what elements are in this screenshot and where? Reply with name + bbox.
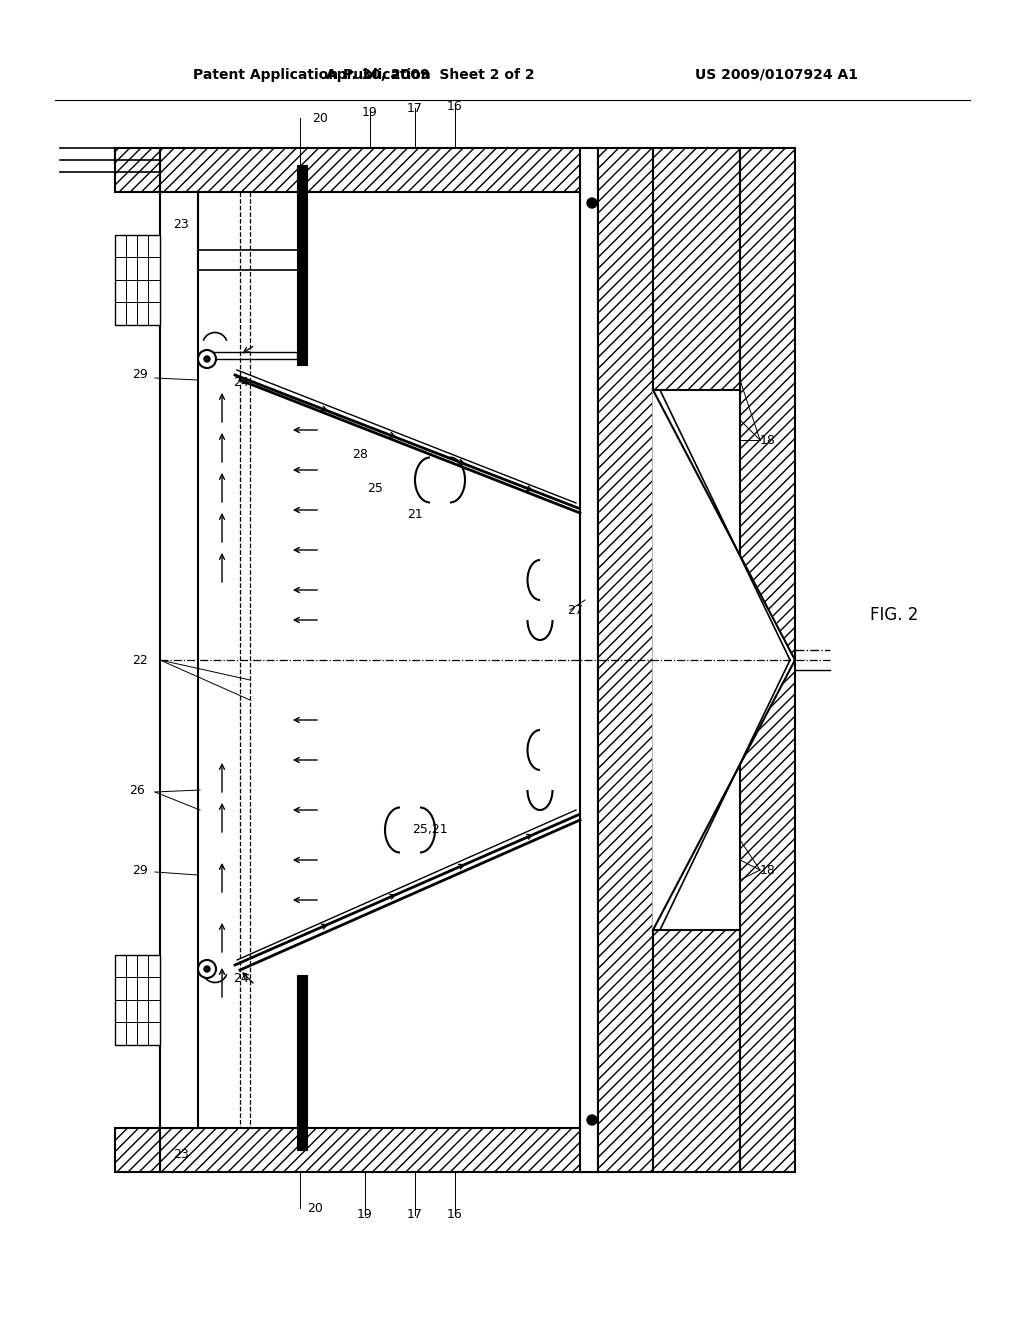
- Text: 24: 24: [233, 972, 249, 985]
- Text: 29: 29: [132, 368, 148, 381]
- Text: 27: 27: [567, 603, 583, 616]
- Text: 25: 25: [367, 482, 383, 495]
- Bar: [115, 1129, 160, 1172]
- Bar: [160, 148, 598, 191]
- Text: 23: 23: [173, 1148, 188, 1162]
- Text: 16: 16: [447, 100, 463, 114]
- Bar: [160, 191, 198, 1129]
- Text: 17: 17: [408, 102, 423, 115]
- Text: 16: 16: [447, 1209, 463, 1221]
- Text: 21: 21: [408, 508, 423, 521]
- Bar: [115, 954, 160, 1045]
- Text: 23: 23: [173, 219, 188, 231]
- Circle shape: [198, 960, 216, 978]
- Text: 18: 18: [760, 863, 776, 876]
- Circle shape: [198, 350, 216, 368]
- Circle shape: [587, 1115, 597, 1125]
- Text: 25,21: 25,21: [413, 824, 447, 837]
- Bar: [198, 249, 300, 271]
- Bar: [580, 148, 598, 1172]
- Bar: [115, 235, 160, 325]
- Text: 24: 24: [233, 375, 249, 388]
- Text: 17: 17: [408, 1209, 423, 1221]
- Bar: [653, 148, 740, 389]
- Text: 20: 20: [307, 1201, 323, 1214]
- Bar: [297, 165, 307, 366]
- Text: 19: 19: [357, 1209, 373, 1221]
- Circle shape: [204, 966, 210, 972]
- Bar: [297, 975, 307, 1150]
- Text: 28: 28: [352, 449, 368, 462]
- Text: Apr. 30, 2009  Sheet 2 of 2: Apr. 30, 2009 Sheet 2 of 2: [326, 69, 535, 82]
- Text: 19: 19: [362, 106, 378, 119]
- Text: FIG. 2: FIG. 2: [870, 606, 919, 624]
- Bar: [115, 148, 160, 191]
- Text: 29: 29: [132, 863, 148, 876]
- Bar: [740, 148, 795, 1172]
- Text: 26: 26: [129, 784, 145, 796]
- Text: US 2009/0107924 A1: US 2009/0107924 A1: [695, 69, 858, 82]
- Text: 18: 18: [760, 433, 776, 446]
- Polygon shape: [653, 389, 795, 931]
- Circle shape: [204, 356, 210, 362]
- Bar: [598, 148, 653, 1172]
- Bar: [160, 1129, 598, 1172]
- Bar: [653, 931, 740, 1172]
- Text: 20: 20: [312, 111, 328, 124]
- Circle shape: [587, 198, 597, 209]
- Text: 22: 22: [132, 653, 148, 667]
- Text: Patent Application Publication: Patent Application Publication: [193, 69, 431, 82]
- Bar: [200, 352, 297, 359]
